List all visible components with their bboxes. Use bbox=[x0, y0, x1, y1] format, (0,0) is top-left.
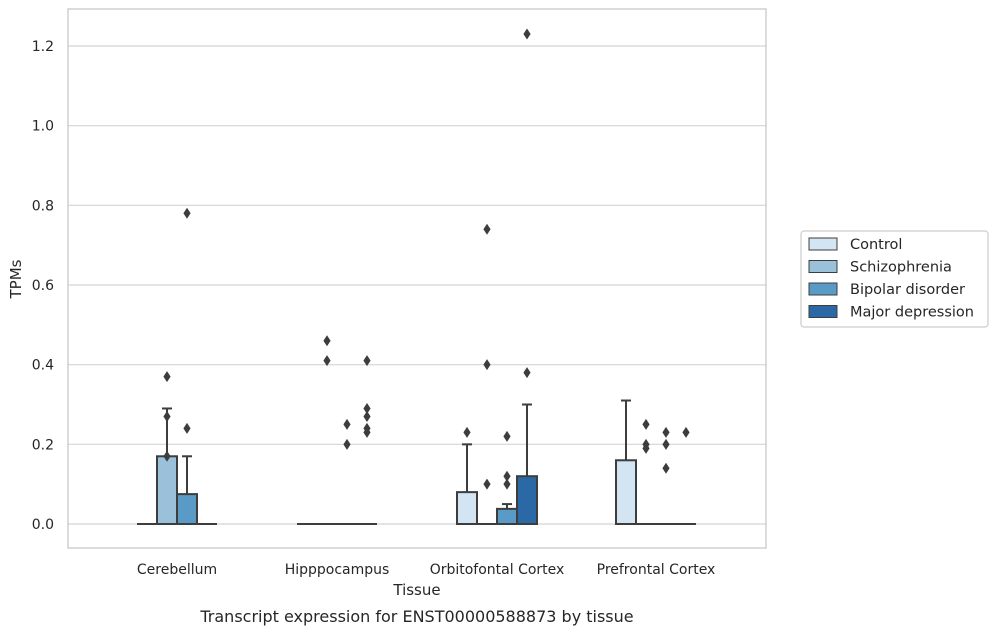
outlier-point bbox=[483, 223, 491, 235]
legend-frame bbox=[800, 230, 989, 328]
outlier-point bbox=[183, 422, 191, 434]
outlier-point bbox=[183, 207, 191, 219]
outlier-point bbox=[662, 462, 670, 474]
legend-label: Control bbox=[850, 237, 902, 253]
legend-label: Schizophrenia bbox=[850, 260, 952, 276]
box bbox=[615, 459, 637, 525]
outlier-point bbox=[682, 426, 690, 438]
outlier-point bbox=[483, 478, 491, 490]
outlier-point bbox=[363, 410, 371, 422]
outlier-point bbox=[323, 355, 331, 367]
legend-label: Major depression bbox=[850, 305, 974, 321]
outlier-point bbox=[503, 478, 511, 490]
outlier-point bbox=[323, 335, 331, 347]
outlier-point bbox=[662, 438, 670, 450]
plot-frame bbox=[67, 8, 767, 549]
outlier-markers bbox=[163, 28, 690, 490]
legend: Control Schizophrenia Bipolar disorder Majo… bbox=[800, 230, 989, 328]
x-tick-label: Cerebellum bbox=[137, 562, 217, 578]
box-plot-series bbox=[137, 399, 696, 526]
y-axis-label: TPMs bbox=[7, 259, 25, 299]
outlier-point bbox=[163, 371, 171, 383]
box bbox=[456, 491, 478, 525]
outlier-point bbox=[483, 359, 491, 371]
x-tick-label: Prefrontal Cortex bbox=[597, 562, 716, 578]
outlier-point bbox=[363, 422, 371, 434]
x-axis-label: Tissue bbox=[392, 581, 440, 599]
grid-lines bbox=[68, 45, 766, 525]
box bbox=[496, 507, 518, 526]
box bbox=[516, 475, 538, 526]
outlier-point bbox=[363, 355, 371, 367]
outlier-point bbox=[523, 367, 531, 379]
outlier-point bbox=[363, 402, 371, 414]
outlier-point bbox=[642, 418, 650, 430]
y-tick-label: 0.8 bbox=[32, 198, 54, 214]
legend-label: Bipolar disorder bbox=[850, 282, 965, 298]
y-axis-ticks: 0.0 0.2 0.4 0.6 0.8 1.0 1.2 bbox=[32, 39, 54, 533]
y-tick-label: 0.0 bbox=[32, 517, 54, 533]
chart-caption: Transcript expression for ENST0000058887… bbox=[199, 607, 633, 626]
outlier-point bbox=[163, 410, 171, 422]
y-tick-label: 0.2 bbox=[32, 437, 54, 453]
legend-swatch bbox=[808, 282, 838, 296]
outlier-point bbox=[523, 28, 531, 40]
outlier-point bbox=[662, 426, 670, 438]
x-axis-ticks: Cerebellum Hipppocampus Orbitofontal Corte… bbox=[137, 562, 715, 578]
outlier-point bbox=[642, 442, 650, 454]
outlier-point bbox=[503, 430, 511, 442]
y-tick-label: 1.0 bbox=[32, 119, 54, 135]
legend-swatch bbox=[808, 237, 838, 251]
x-tick-label: Hipppocampus bbox=[285, 562, 390, 578]
legend-swatch bbox=[808, 305, 838, 318]
outlier-point bbox=[463, 426, 471, 438]
y-tick-label: 1.2 bbox=[32, 39, 54, 55]
box bbox=[176, 493, 198, 525]
y-tick-label: 0.4 bbox=[32, 358, 54, 374]
outlier-point bbox=[163, 450, 171, 462]
x-tick-label: Orbitofontal Cortex bbox=[430, 562, 565, 578]
y-tick-label: 0.6 bbox=[32, 278, 54, 294]
box bbox=[156, 455, 178, 525]
outlier-point bbox=[343, 438, 351, 450]
outlier-point bbox=[343, 418, 351, 430]
legend-swatch bbox=[808, 260, 838, 273]
outlier-point bbox=[503, 470, 511, 482]
